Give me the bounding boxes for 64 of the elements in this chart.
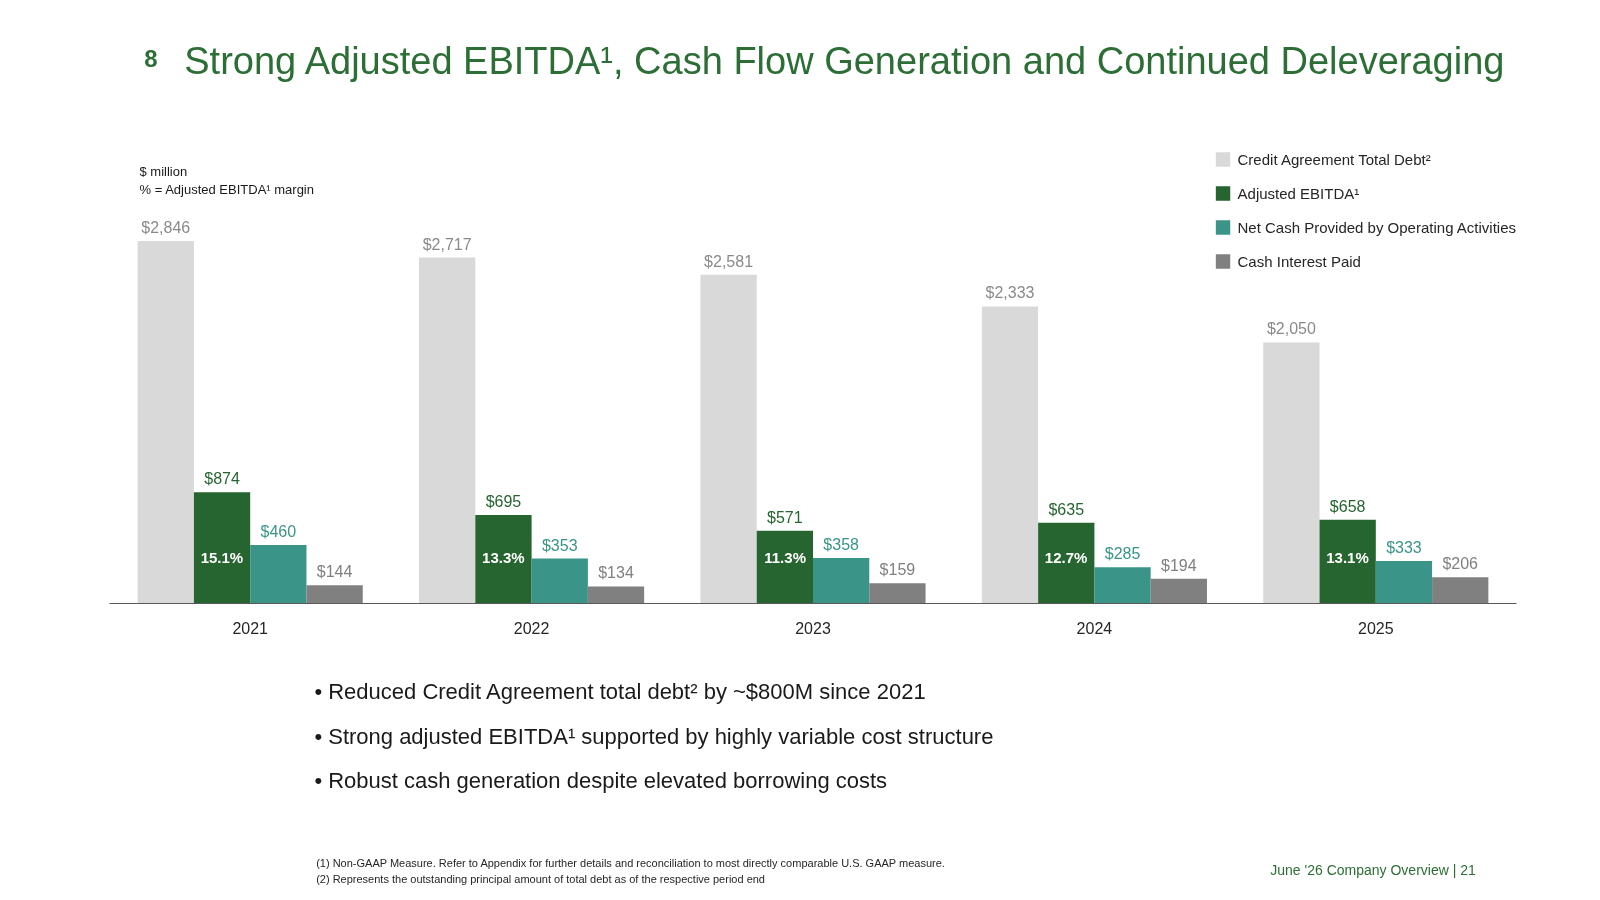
- data-label: $874: [204, 470, 240, 488]
- bar: [756, 530, 813, 604]
- text: June '26 Company Overview | 21: [1270, 861, 1477, 878]
- text: (2) Represents the outstanding principal amount of total debt as of the respective period end: [316, 872, 765, 885]
- bar: [869, 583, 926, 604]
- chart-title: Strong Adjusted EBITDA¹, Cash Flow Generation and Continued Deleveraging: [184, 39, 1505, 82]
- bar: [250, 544, 307, 604]
- text: $ million: [139, 164, 188, 179]
- data-label: $333: [1386, 539, 1422, 557]
- bar: [419, 257, 476, 604]
- x-tick-label: 2021: [232, 619, 269, 637]
- x-tick-label: 2024: [1076, 619, 1113, 637]
- legend-label: Cash Interest Paid: [1237, 252, 1361, 270]
- bar: [1038, 522, 1095, 604]
- text: • Reduced Credit Agreement total debt² by ~$800M since 2021: [314, 679, 926, 704]
- bar: [1263, 342, 1320, 604]
- x-tick-label: 2023: [795, 619, 831, 637]
- annotation: 13.1%: [1326, 549, 1369, 567]
- x-tick-label: 2022: [513, 619, 550, 637]
- annotation: 11.3%: [764, 549, 806, 567]
- bar: [306, 585, 363, 604]
- text: % = Adjusted EBITDA¹ margin: [139, 182, 314, 197]
- bar: [531, 558, 588, 604]
- annotation: 12.7%: [1044, 549, 1088, 567]
- x-tick-label: 2025: [1358, 619, 1394, 637]
- data-label: $658: [1329, 497, 1366, 515]
- bar: [981, 306, 1039, 604]
- bar: [1375, 561, 1433, 604]
- bar: [587, 586, 645, 604]
- bar: [1094, 567, 1151, 604]
- data-label: $571: [767, 508, 803, 526]
- data-label: $635: [1048, 500, 1085, 518]
- text: • Robust cash generation despite elevated borrowing costs: [314, 768, 888, 793]
- text: • Strong adjusted EBITDA¹ supported by highly variable cost structure: [314, 724, 994, 749]
- legend-label: Adjusted EBITDA¹: [1237, 184, 1360, 202]
- bar: [137, 241, 194, 604]
- bar: [193, 492, 251, 604]
- bar: [475, 515, 532, 604]
- data-label: $358: [823, 535, 860, 553]
- data-label: $134: [598, 564, 634, 582]
- data-label: $353: [541, 536, 578, 554]
- annotation: 13.3%: [482, 549, 525, 567]
- data-label: $144: [316, 563, 353, 581]
- data-label: $2,581: [704, 252, 754, 270]
- legend-label: Credit Agreement Total Debt²: [1237, 150, 1431, 168]
- bar: [813, 557, 870, 604]
- bar: [700, 274, 757, 604]
- data-label: $2,846: [141, 219, 191, 237]
- data-label: $2,050: [1266, 320, 1316, 338]
- data-label: $159: [879, 561, 916, 579]
- bar: [1319, 519, 1376, 604]
- data-label: $695: [485, 493, 522, 510]
- text: 8: [144, 45, 158, 72]
- bar: [1150, 578, 1207, 604]
- data-label: $460: [260, 522, 297, 540]
- text: (1) Non-GAAP Measure. Refer to Appendix for further details and reconciliation to most directly comparable U.S. GAAP measure.: [316, 856, 945, 869]
- data-label: $285: [1104, 545, 1141, 563]
- data-label: $2,333: [985, 284, 1035, 302]
- data-label: $206: [1442, 555, 1479, 573]
- data-label: $2,717: [422, 235, 472, 253]
- data-label: $194: [1161, 556, 1197, 574]
- legend-label: Net Cash Provided by Operating Activities: [1237, 218, 1516, 236]
- annotation: 15.1%: [200, 549, 244, 567]
- bar: [1432, 577, 1489, 604]
